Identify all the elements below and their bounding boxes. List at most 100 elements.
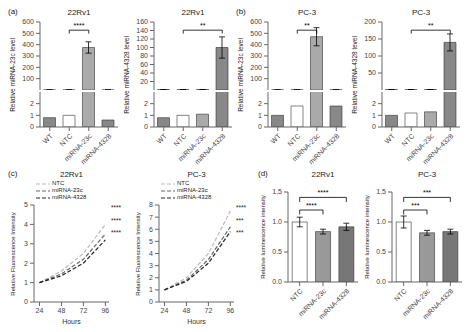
svg-text:1: 1 [258, 112, 262, 119]
svg-text:WT: WT [155, 132, 168, 145]
svg-text:48: 48 [183, 307, 191, 314]
svg-text:400: 400 [250, 41, 262, 48]
svg-text:NTC: NTC [58, 132, 73, 147]
svg-text:40: 40 [140, 69, 148, 76]
svg-text:20: 20 [140, 78, 148, 85]
svg-text:NTC: NTC [172, 132, 187, 147]
svg-text:2: 2 [258, 100, 262, 107]
svg-text:0: 0 [144, 123, 148, 130]
svg-text:3: 3 [24, 240, 28, 247]
svg-text:300: 300 [22, 52, 34, 59]
svg-text:150: 150 [364, 35, 376, 42]
svg-text:1.5: 1.5 [376, 188, 386, 195]
svg-text:48: 48 [58, 307, 66, 314]
svg-text:1: 1 [149, 286, 153, 293]
svg-text:2: 2 [149, 274, 153, 281]
svg-text:400: 400 [22, 41, 34, 48]
svg-text:0.5: 0.5 [272, 248, 282, 255]
svg-text:0: 0 [149, 298, 153, 305]
svg-text:100: 100 [22, 75, 34, 82]
svg-text:600: 600 [250, 18, 262, 25]
svg-text:NTC: NTC [400, 132, 415, 147]
svg-text:miRNA-23c: miRNA-23c [404, 132, 435, 163]
svg-text:5: 5 [24, 201, 28, 208]
svg-text:60: 60 [140, 61, 148, 68]
svg-text:miRNA-23c: miRNA-23c [297, 287, 328, 318]
svg-text:Hours: Hours [62, 318, 81, 324]
svg-text:WT: WT [383, 132, 396, 145]
svg-text:NTC: NTC [289, 287, 304, 302]
svg-text:0.0: 0.0 [272, 278, 282, 285]
svg-text:3: 3 [149, 262, 153, 269]
svg-text:100: 100 [364, 52, 376, 59]
svg-text:miRNA-23c: miRNA-23c [176, 132, 207, 163]
svg-text:600: 600 [22, 18, 34, 25]
svg-text:100: 100 [250, 75, 262, 82]
svg-text:NTC: NTC [286, 132, 301, 147]
svg-text:7: 7 [149, 214, 153, 221]
svg-text:0: 0 [258, 123, 262, 130]
svg-text:1: 1 [144, 112, 148, 119]
svg-text:miRNA-4328: miRNA-4328 [307, 132, 340, 165]
svg-text:120: 120 [136, 35, 148, 42]
svg-text:****: **** [306, 202, 317, 209]
svg-text:4: 4 [149, 250, 153, 257]
svg-text:72: 72 [79, 307, 87, 314]
svg-text:500: 500 [250, 30, 262, 37]
svg-text:1: 1 [24, 279, 28, 286]
svg-text:****: **** [318, 189, 329, 196]
svg-text:1: 1 [30, 112, 34, 119]
svg-text:1.0: 1.0 [376, 218, 386, 225]
svg-text:500: 500 [22, 30, 34, 37]
svg-text:**: ** [200, 22, 206, 29]
svg-text:2: 2 [30, 100, 34, 107]
svg-text:0.5: 0.5 [376, 248, 386, 255]
svg-text:miRNA-4328: miRNA-4328 [317, 287, 350, 320]
svg-text:24: 24 [36, 307, 44, 314]
svg-text:**: ** [428, 22, 434, 29]
svg-text:140: 140 [136, 27, 148, 34]
svg-text:miRNA-4328: miRNA-4328 [421, 132, 454, 165]
svg-text:miRNA-23c: miRNA-23c [290, 132, 321, 163]
svg-text:0.0: 0.0 [376, 278, 386, 285]
svg-text:WT: WT [269, 132, 282, 145]
svg-text:****: **** [74, 22, 85, 29]
svg-text:NTC: NTC [393, 287, 408, 302]
svg-text:0: 0 [30, 123, 34, 130]
svg-text:miRNA-23c: miRNA-23c [62, 132, 93, 163]
svg-text:miRNA-4328: miRNA-4328 [421, 287, 454, 320]
svg-text:2: 2 [372, 100, 376, 107]
svg-text:24: 24 [161, 307, 169, 314]
svg-text:96: 96 [226, 307, 234, 314]
svg-text:**: ** [304, 22, 310, 29]
svg-text:100: 100 [136, 44, 148, 51]
svg-text:200: 200 [250, 64, 262, 71]
svg-text:2: 2 [24, 260, 28, 267]
svg-text:1: 1 [372, 112, 376, 119]
svg-text:***: *** [423, 189, 431, 196]
svg-text:miRNA-23c: miRNA-23c [401, 287, 432, 318]
svg-text:50: 50 [368, 69, 376, 76]
svg-text:2: 2 [144, 100, 148, 107]
svg-text:8: 8 [149, 201, 153, 208]
svg-text:WT: WT [41, 132, 54, 145]
svg-text:200: 200 [22, 64, 34, 71]
svg-text:miRNA-4328: miRNA-4328 [79, 132, 112, 165]
svg-text:160: 160 [136, 18, 148, 25]
svg-text:200: 200 [364, 18, 376, 25]
svg-text:1.0: 1.0 [272, 218, 282, 225]
svg-text:80: 80 [140, 52, 148, 59]
svg-text:miRNA-4328: miRNA-4328 [193, 132, 226, 165]
svg-text:4: 4 [24, 221, 28, 228]
svg-text:0: 0 [24, 298, 28, 305]
svg-text:Hours: Hours [187, 318, 206, 324]
svg-text:96: 96 [101, 307, 109, 314]
svg-text:1.5: 1.5 [272, 188, 282, 195]
svg-text:5: 5 [149, 238, 153, 245]
svg-text:300: 300 [250, 52, 262, 59]
html-text:(a): (a) [8, 7, 18, 16]
svg-text:72: 72 [204, 307, 212, 314]
svg-text:0: 0 [372, 123, 376, 130]
svg-text:***: *** [411, 202, 419, 209]
svg-text:6: 6 [149, 226, 153, 233]
